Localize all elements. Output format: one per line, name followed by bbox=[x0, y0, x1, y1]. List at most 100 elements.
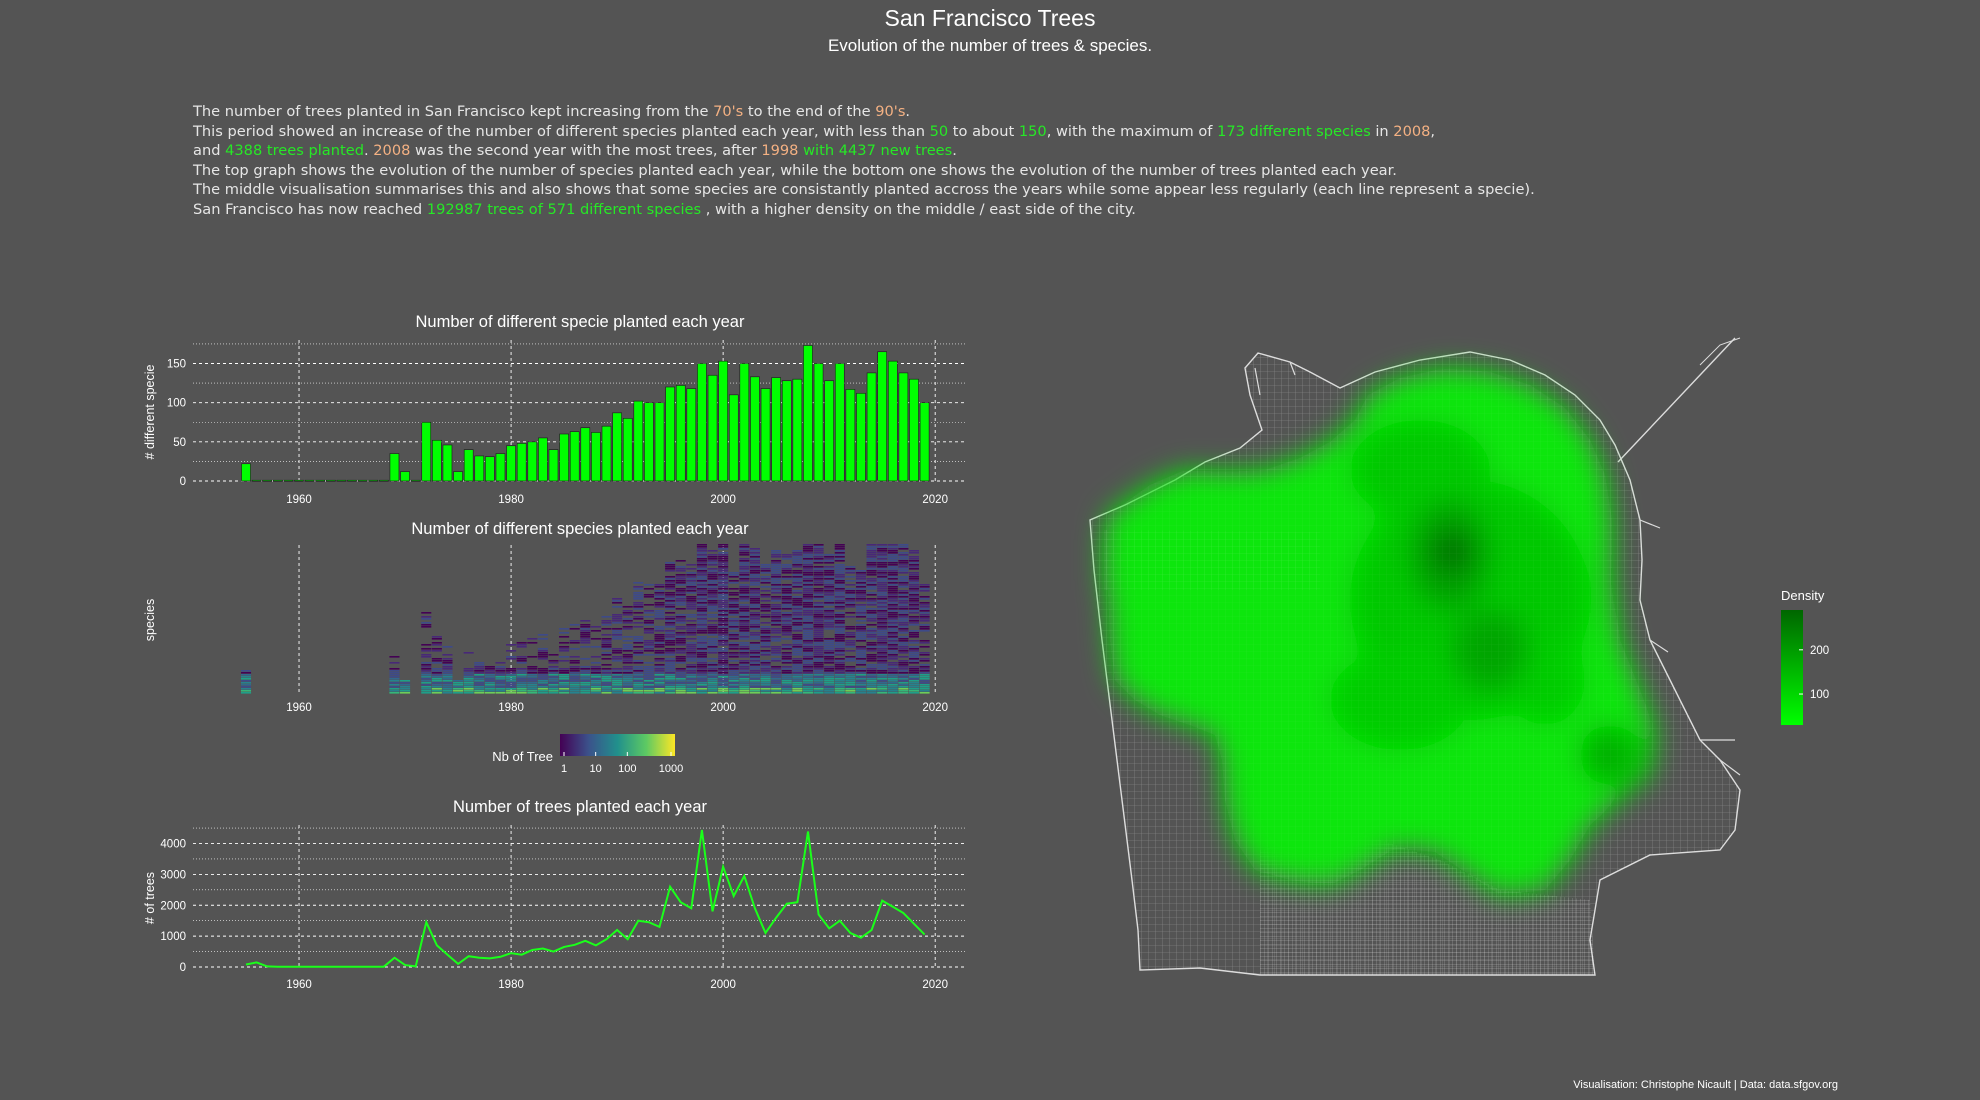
heatmap-cell bbox=[771, 568, 782, 570]
heatmap-cell bbox=[866, 636, 877, 638]
heatmap-cell bbox=[601, 642, 612, 644]
heatmap-cell bbox=[633, 592, 644, 594]
chart3-grid bbox=[193, 825, 967, 968]
heatmap-cell bbox=[633, 616, 644, 618]
heatmap-cell bbox=[421, 622, 432, 624]
heatmap-cell bbox=[855, 662, 867, 664]
heatmap-cell bbox=[749, 556, 760, 558]
heatmap-cell bbox=[718, 658, 729, 660]
heatmap-cell bbox=[739, 624, 750, 626]
heatmap-cell bbox=[855, 690, 867, 692]
heatmap-cell bbox=[824, 612, 835, 614]
heatmap-cell bbox=[463, 684, 474, 686]
heatmap-cell bbox=[559, 656, 570, 658]
heatmap-cell bbox=[590, 688, 601, 690]
heatmap-cell bbox=[675, 596, 686, 598]
heatmap-cell bbox=[887, 634, 898, 636]
heatmap-cell bbox=[728, 582, 739, 584]
heatmap-cell bbox=[919, 670, 930, 672]
heatmap-cell bbox=[675, 616, 686, 618]
heatmap-cell bbox=[675, 568, 686, 570]
heatmap-cell bbox=[665, 582, 676, 584]
heatmap-cell bbox=[240, 690, 252, 692]
heatmap-cell bbox=[696, 688, 707, 690]
heatmap-cell bbox=[739, 604, 750, 606]
heatmap-cell bbox=[760, 642, 771, 644]
heatmap-cell bbox=[696, 568, 707, 570]
heatmap-cell bbox=[813, 544, 824, 546]
heatmap-cell bbox=[516, 658, 527, 660]
heatmap-cell bbox=[792, 574, 803, 576]
nb-of-tree-legend-colorbar bbox=[560, 734, 675, 756]
heatmap-cell bbox=[654, 664, 665, 666]
heatmap-cell bbox=[686, 592, 697, 594]
heatmap-cell bbox=[431, 662, 442, 664]
heatmap-cell bbox=[675, 686, 686, 688]
heatmap-cell bbox=[707, 594, 718, 596]
heatmap-cell bbox=[728, 600, 739, 602]
heatmap-cell bbox=[590, 684, 601, 686]
heatmap-cell bbox=[887, 652, 898, 654]
heatmap-cell bbox=[855, 610, 867, 612]
heatmap-cell bbox=[527, 690, 538, 692]
heatmap-cell bbox=[866, 568, 877, 570]
heatmap-cell bbox=[739, 660, 750, 662]
heatmap-cell bbox=[696, 618, 707, 620]
heatmap-cell bbox=[675, 582, 686, 584]
heatmap-cell bbox=[506, 686, 517, 688]
heatmap-cell bbox=[898, 688, 909, 690]
heatmap-cell bbox=[633, 672, 644, 674]
heatmap-cell bbox=[908, 668, 920, 670]
heatmap-cell bbox=[824, 688, 835, 690]
heatmap-cell bbox=[771, 670, 782, 672]
heatmap-cell bbox=[654, 586, 665, 588]
heatmap-cell bbox=[696, 600, 707, 602]
heatmap-cell bbox=[771, 676, 782, 678]
heatmap-cell bbox=[749, 582, 760, 584]
heatmap-cell bbox=[506, 672, 517, 674]
heatmap-cell bbox=[718, 582, 729, 584]
heatmap-cell bbox=[813, 692, 824, 694]
heatmap-cell bbox=[781, 556, 792, 558]
heatmap-cell bbox=[834, 692, 845, 694]
chart3-ylabel: # of trees bbox=[143, 872, 157, 924]
heatmap-cell bbox=[919, 680, 930, 682]
heatmap-cell bbox=[569, 648, 580, 650]
heatmap-cell bbox=[877, 564, 888, 566]
heatmap-cell bbox=[834, 670, 845, 672]
heatmap-cell bbox=[548, 692, 559, 694]
heatmap-cell bbox=[665, 588, 676, 590]
heatmap-cell bbox=[527, 670, 538, 672]
heatmap-cell bbox=[877, 666, 888, 668]
heatmap-cell bbox=[675, 608, 686, 610]
heatmap-cell bbox=[898, 670, 909, 672]
heatmap-cell bbox=[707, 598, 718, 600]
heatmap-cell bbox=[749, 678, 760, 680]
heatmap-cell bbox=[877, 660, 888, 662]
heatmap-cell bbox=[718, 610, 729, 612]
heatmap-cell bbox=[580, 682, 591, 684]
heatmap-cell bbox=[696, 610, 707, 612]
heatmap-cell bbox=[802, 576, 813, 578]
heatmap-cell bbox=[792, 674, 803, 676]
heatmap-cell bbox=[580, 672, 591, 674]
heatmap-cell bbox=[908, 656, 920, 658]
heatmap-cell bbox=[845, 634, 856, 636]
heatmap-cell bbox=[802, 612, 813, 614]
heatmap-cell bbox=[739, 558, 750, 560]
heatmap-cell bbox=[824, 576, 835, 578]
heatmap-cell bbox=[887, 692, 898, 694]
heatmap-cell bbox=[484, 674, 495, 676]
heatmap-cell bbox=[537, 650, 548, 652]
heatmap-cell bbox=[453, 680, 464, 682]
heatmap-cell bbox=[728, 638, 739, 640]
description-line1-segment-2: to the end of the bbox=[743, 103, 876, 120]
heatmap-cell bbox=[824, 672, 835, 674]
heatmap-cell bbox=[749, 622, 760, 624]
heatmap-cell bbox=[612, 658, 623, 660]
heatmap-cell bbox=[527, 642, 538, 644]
bar-1991 bbox=[622, 418, 633, 482]
heatmap-cell bbox=[749, 570, 760, 572]
density-street-overlay bbox=[1105, 368, 1655, 895]
heatmap-cell bbox=[760, 662, 771, 664]
